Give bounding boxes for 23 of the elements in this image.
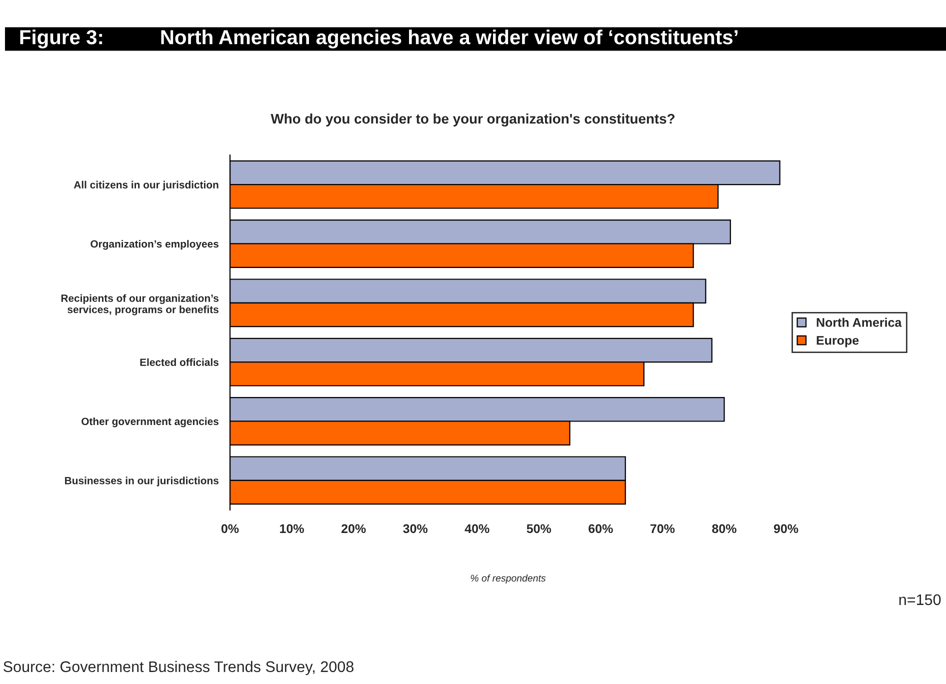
y-tick-label: Elected officials [140,358,218,366]
y-tick-label: All citizens in our jurisdiction [74,180,218,191]
y-tick-label: Organization’s employees [90,240,218,250]
x-tick-label: 30% [403,524,428,534]
x-tick-label: 80% [712,524,736,534]
y-tick-label: Businesses in our jurisdictions [65,476,218,486]
x-tick-label: 0% [221,524,239,534]
y-tick-label: Recipients of our organization’s services, programs or benefits [61,294,218,316]
chart-subtitle: Who do you consider to be your organization's constituents? [270,113,674,127]
x-tick-label: 70% [650,524,675,534]
text: n=150 [899,594,941,606]
source-note: Source: Government Business Trends Survey, 2008 [4,660,354,676]
x-tick-label: 20% [341,524,366,534]
x-tick-label: 60% [588,524,613,534]
y-tick-label: Other government agencies [82,417,218,428]
legend-label: Europe [816,336,859,348]
x-tick-label: 40% [464,524,490,534]
x-tick-label: 90% [774,524,798,534]
chart-title: Figure 3: North American agencies have a wider view of ‘constituents’ [20,30,738,48]
x-tick-label: 10% [280,524,304,534]
x-axis-title: % of respondents [470,574,546,584]
legend-label: North America [816,318,902,327]
x-tick-label: 50% [526,524,552,534]
